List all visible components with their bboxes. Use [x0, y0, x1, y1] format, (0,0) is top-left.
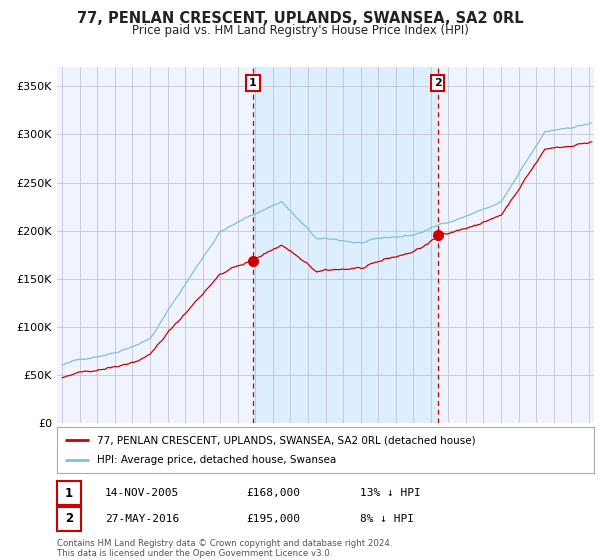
- Text: Contains HM Land Registry data © Crown copyright and database right 2024.
This d: Contains HM Land Registry data © Crown c…: [57, 539, 392, 558]
- Text: 77, PENLAN CRESCENT, UPLANDS, SWANSEA, SA2 0RL (detached house): 77, PENLAN CRESCENT, UPLANDS, SWANSEA, S…: [97, 435, 476, 445]
- Text: Price paid vs. HM Land Registry's House Price Index (HPI): Price paid vs. HM Land Registry's House …: [131, 24, 469, 36]
- Text: 27-MAY-2016: 27-MAY-2016: [105, 514, 179, 524]
- Bar: [253, 67, 438, 423]
- Text: 2: 2: [434, 78, 442, 88]
- Text: 77, PENLAN CRESCENT, UPLANDS, SWANSEA, SA2 0RL: 77, PENLAN CRESCENT, UPLANDS, SWANSEA, S…: [77, 11, 523, 26]
- Text: 13% ↓ HPI: 13% ↓ HPI: [360, 488, 421, 498]
- Text: HPI: Average price, detached house, Swansea: HPI: Average price, detached house, Swan…: [97, 455, 337, 465]
- Text: 2: 2: [65, 512, 73, 525]
- Text: 8% ↓ HPI: 8% ↓ HPI: [360, 514, 414, 524]
- Text: £168,000: £168,000: [246, 488, 300, 498]
- Text: 1: 1: [249, 78, 257, 88]
- Text: 14-NOV-2005: 14-NOV-2005: [105, 488, 179, 498]
- Text: £195,000: £195,000: [246, 514, 300, 524]
- Text: 1: 1: [65, 487, 73, 500]
